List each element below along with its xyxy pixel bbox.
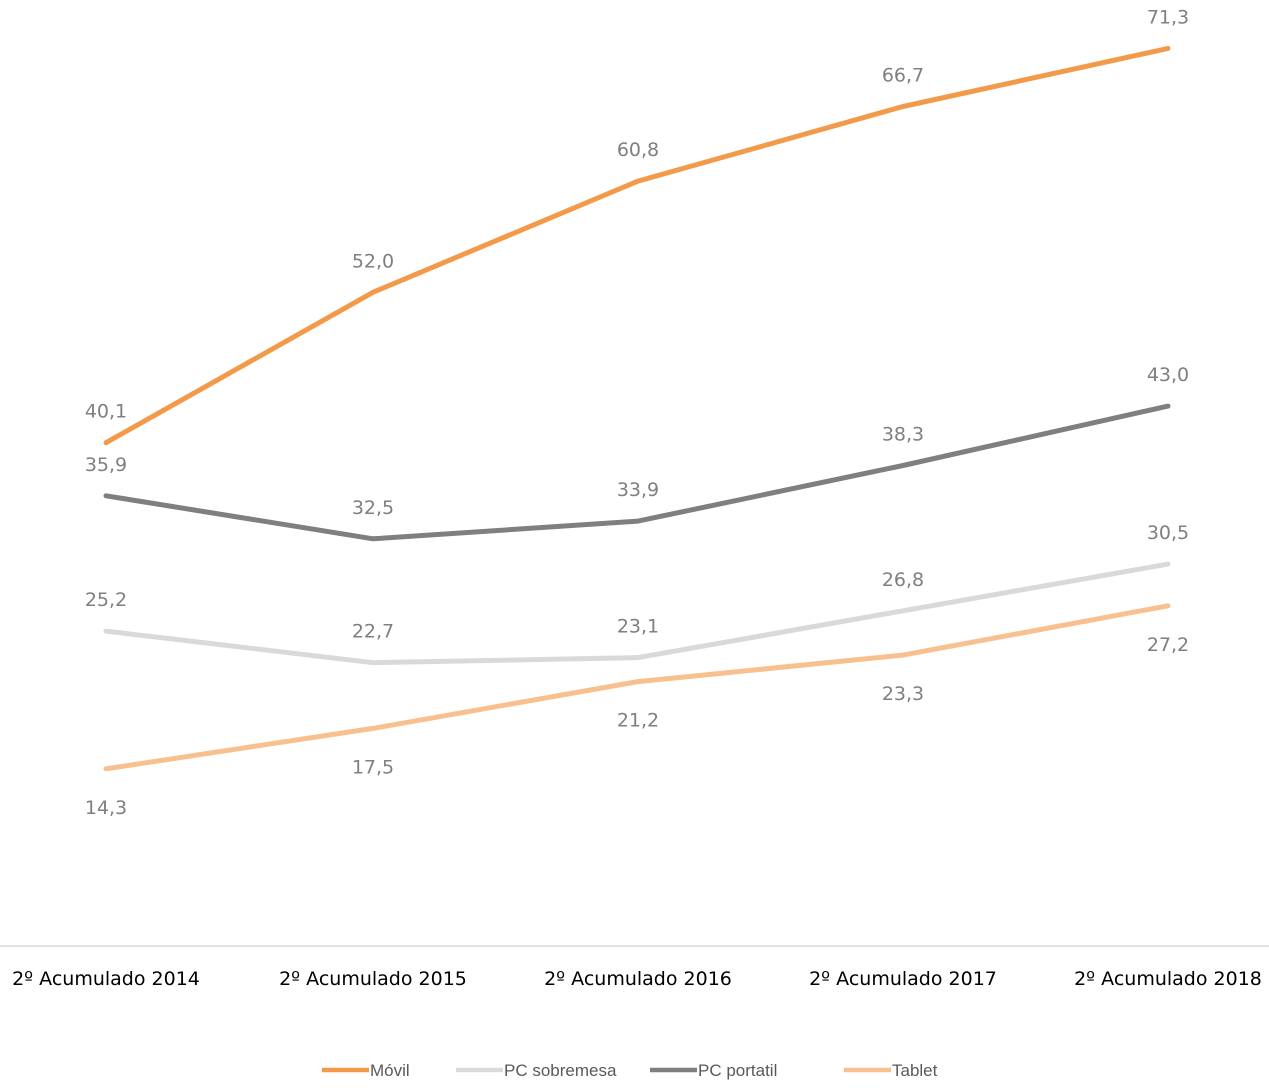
data-label-tablet-4: 27,2 (1147, 634, 1189, 656)
x-tick-label: 2º Acumulado 2014 (12, 968, 200, 990)
x-tick-label: 2º Acumulado 2015 (279, 968, 467, 990)
data-label-pc-portatil-2: 33,9 (617, 479, 659, 501)
data-label-movil-3: 66,7 (882, 65, 924, 87)
legend-label: PC portatil (698, 1061, 777, 1080)
data-label-movil-0: 40,1 (85, 401, 127, 423)
data-label-pc-portatil-4: 43,0 (1147, 364, 1189, 386)
data-label-layer: 40,1 52,0 60,8 66,7 71,3 25,2 22,7 23,1 26,8 30,5… (85, 6, 1189, 818)
legend-label: PC sobremesa (504, 1061, 617, 1080)
series-line-tablet (103, 603, 1171, 772)
data-label-tablet-0: 14,3 (85, 797, 127, 819)
data-label-tablet-1: 17,5 (352, 756, 394, 778)
data-label-pc-sobremesa-0: 25,2 (85, 589, 127, 611)
series-line-movil (103, 45, 1171, 446)
data-label-pc-sobremesa-2: 23,1 (617, 616, 659, 638)
series-line-pc-sobremesa (103, 561, 1171, 666)
series-layer (103, 45, 1171, 772)
data-label-pc-sobremesa-4: 30,5 (1147, 522, 1189, 544)
data-label-pc-portatil-1: 32,5 (352, 497, 394, 519)
data-label-pc-sobremesa-3: 26,8 (882, 569, 924, 591)
data-label-pc-sobremesa-1: 22,7 (352, 621, 394, 643)
data-label-movil-2: 60,8 (617, 139, 659, 161)
x-tick-label: 2º Acumulado 2017 (809, 968, 997, 990)
legend: Móvil PC sobremesa PC portatil Tablet (322, 1061, 938, 1080)
data-label-pc-portatil-3: 38,3 (882, 424, 924, 446)
data-label-tablet-2: 21,2 (617, 710, 659, 732)
data-label-tablet-3: 23,3 (882, 683, 924, 705)
x-tick-labels: 2º Acumulado 2014 2º Acumulado 2015 2º Acu… (12, 968, 1262, 990)
x-tick-label: 2º Acumulado 2018 (1074, 968, 1262, 990)
data-label-movil-4: 71,3 (1147, 6, 1189, 28)
series-line-pc-portatil (103, 403, 1171, 542)
legend-label: Tablet (892, 1061, 938, 1080)
legend-label: Móvil (370, 1061, 410, 1080)
data-label-pc-portatil-0: 35,9 (85, 454, 127, 476)
data-label-movil-1: 52,0 (352, 250, 394, 272)
x-tick-label: 2º Acumulado 2016 (544, 968, 732, 990)
